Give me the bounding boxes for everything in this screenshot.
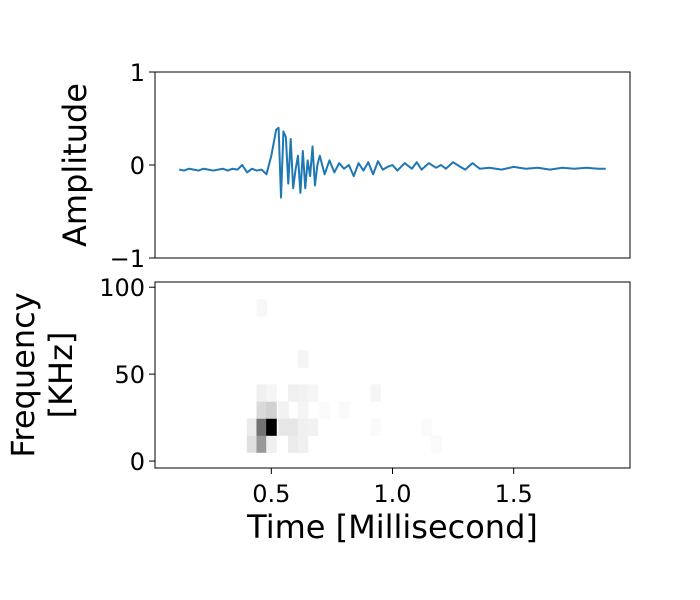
amplitude-ytick-label: 0 <box>130 152 145 180</box>
spectrogram-cell <box>297 435 309 453</box>
spectrogram-cell <box>256 299 268 317</box>
spectrogram-cell <box>278 401 289 419</box>
spectrogram-cell <box>266 384 277 402</box>
spectrogram-cell <box>266 401 277 419</box>
spectrogram-ylabel-line: Frequency <box>4 292 42 457</box>
spectrogram-cell <box>256 418 268 436</box>
spectrogram-ylabel-line: [KHz] <box>42 332 80 419</box>
spectrogram-ytick-label: 0 <box>130 448 145 476</box>
spectrogram-ytick-label: 50 <box>114 361 145 389</box>
spectrogram-cell <box>297 401 309 419</box>
spectrogram-cell <box>246 435 258 453</box>
spectrogram-cell <box>297 350 309 368</box>
spectrogram-cell <box>338 401 350 419</box>
spectrogram-cell <box>430 435 442 453</box>
spectrogram-cell <box>256 401 268 419</box>
spectrogram-cells <box>246 299 442 453</box>
spectrogram-cell <box>307 418 318 436</box>
spectrogram-ytick-label: 100 <box>99 274 145 302</box>
spectrogram-ylabel: Frequency[KHz] <box>4 292 80 457</box>
spectrogram-cell <box>421 418 432 436</box>
amplitude-ylabel: Amplitude <box>56 83 94 247</box>
spectrogram-cell <box>278 418 289 436</box>
amplitude-line <box>179 126 606 199</box>
spectrogram-xlabel: Time [Millisecond] <box>246 508 538 546</box>
amplitude-plot: −1 0 1 Amplitude <box>56 59 631 273</box>
spectrogram-cell <box>266 435 277 453</box>
spectrogram-cell <box>319 401 331 419</box>
spectrogram-cell <box>370 384 381 402</box>
spectrogram-frame <box>154 281 631 469</box>
spectrogram-cell <box>266 418 277 436</box>
spectrogram-cell <box>287 384 299 402</box>
amplitude-ytick-label: 1 <box>130 59 145 87</box>
spectrogram-xtick-label: 0.5 <box>252 480 290 508</box>
spectrogram-cell <box>287 418 299 436</box>
spectrogram-cell <box>256 435 268 453</box>
spectrogram-cell <box>307 384 318 402</box>
spectrogram-cell <box>287 435 299 453</box>
spectrogram-cell <box>297 384 309 402</box>
spectrogram-cell <box>246 418 258 436</box>
amplitude-ytick-label: −1 <box>110 245 145 273</box>
spectrogram-cell <box>256 384 268 402</box>
spectrogram-xtick-label: 1.5 <box>495 480 533 508</box>
spectrogram-cell <box>370 418 381 436</box>
spectrogram-xtick-label: 1.0 <box>373 480 411 508</box>
spectrogram-cell <box>297 418 309 436</box>
